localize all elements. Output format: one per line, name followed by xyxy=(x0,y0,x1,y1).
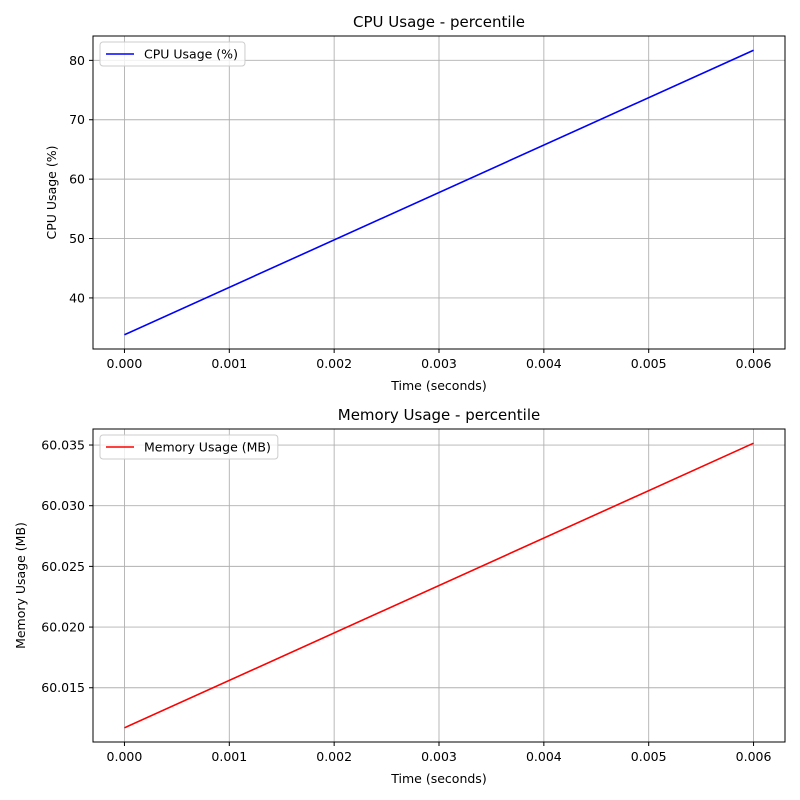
chart-1: 0.000 0.001 0.002 0.003 0.004 0.005 0.006 40 50 6… xyxy=(44,13,786,393)
legend: CPU Usage (%) xyxy=(99,41,246,67)
chart-title: Memory Usage - percentile xyxy=(338,406,540,424)
x-tick-label: 0.004 xyxy=(526,749,562,764)
x-tick-label: 0.006 xyxy=(736,749,772,764)
series-line-1 xyxy=(124,49,754,336)
y-tick-label: 60.015 xyxy=(41,680,85,695)
legend-label: Memory Usage (MB) xyxy=(144,440,271,455)
x-axis-label: Time (seconds) xyxy=(390,378,486,393)
x-tick-label: 0.002 xyxy=(316,356,352,371)
x-tick-label: 0.001 xyxy=(211,356,247,371)
legend: Memory Usage (MB) xyxy=(99,434,279,460)
y-tick-label: 60.030 xyxy=(41,498,85,513)
y-tick-label: 60.025 xyxy=(41,559,85,574)
x-axis-label: Time (seconds) xyxy=(390,771,486,786)
y-tick-label: 60 xyxy=(69,172,85,187)
legend-box xyxy=(99,41,246,67)
y-tick-label: 60.020 xyxy=(41,620,85,635)
y-tick-label: 80 xyxy=(69,53,85,68)
y-axis-label: Memory Usage (MB) xyxy=(13,522,28,649)
chart-2: 0.000 0.001 0.002 0.003 0.004 0.005 0.006 60.01… xyxy=(13,406,786,786)
x-tick-label: 0.001 xyxy=(211,749,247,764)
series-line-1 xyxy=(124,442,754,729)
x-tick-label: 0.003 xyxy=(421,356,457,371)
x-tick-label: 0.000 xyxy=(107,749,143,764)
y-tick-label: 60.035 xyxy=(41,438,85,453)
y-tick-label: 40 xyxy=(69,290,85,305)
y-axis-label: CPU Usage (%) xyxy=(44,146,59,240)
x-tick-label: 0.005 xyxy=(631,749,667,764)
chart-title: CPU Usage - percentile xyxy=(353,13,525,31)
x-tick-label: 0.000 xyxy=(107,356,143,371)
x-tick-label: 0.003 xyxy=(421,749,457,764)
x-tick-label: 0.002 xyxy=(316,749,352,764)
x-tick-label: 0.004 xyxy=(526,356,562,371)
legend-label: CPU Usage (%) xyxy=(144,47,238,62)
y-tick-label: 50 xyxy=(69,231,85,246)
legend-box xyxy=(99,434,279,460)
x-tick-label: 0.006 xyxy=(736,356,772,371)
x-tick-label: 0.005 xyxy=(631,356,667,371)
y-tick-label: 70 xyxy=(69,112,85,127)
